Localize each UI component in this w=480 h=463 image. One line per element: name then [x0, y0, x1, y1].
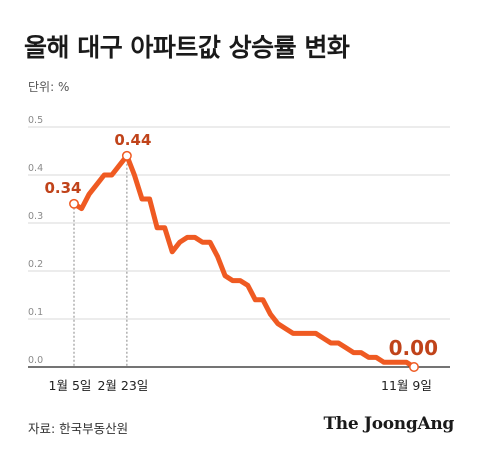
point-marker	[69, 198, 79, 209]
point-label: 0.00	[389, 336, 438, 360]
y-tick-label: 0.3	[28, 211, 43, 222]
y-tick-label: 0.1	[28, 307, 43, 318]
x-axis-ticks: 1월 5일 2월 23일 11월 9일	[49, 378, 432, 393]
x-tick-label: 11월 9일	[381, 378, 432, 393]
grid-lines	[28, 126, 450, 368]
source-note: 자료: 한국부동산원	[28, 421, 129, 436]
annotation-markers: 0.34 0.44 0.00	[44, 131, 438, 372]
series-line-path	[71, 153, 417, 370]
point-label: 0.34	[44, 179, 81, 197]
x-tick-label: 2월 23일	[97, 378, 148, 393]
y-tick-label: 0.2	[28, 259, 43, 270]
unit-label: 단위: %	[28, 80, 70, 94]
y-tick-label: 0.0	[28, 355, 43, 366]
chart-title: 올해 대구 아파트값 상승률 변화	[24, 33, 350, 62]
guide-lines	[73, 155, 128, 367]
series-line	[71, 153, 417, 370]
point-marker	[409, 362, 419, 372]
y-tick-label: 0.5	[28, 115, 43, 126]
publisher-logo: The JoongAng	[323, 414, 454, 434]
y-axis-ticks: 0.0 0.1 0.2 0.3 0.4 0.5	[28, 115, 43, 366]
y-tick-label: 0.4	[28, 163, 43, 174]
point-marker	[121, 150, 132, 161]
point-label: 0.44	[114, 131, 151, 149]
x-tick-label: 1월 5일	[49, 378, 92, 393]
